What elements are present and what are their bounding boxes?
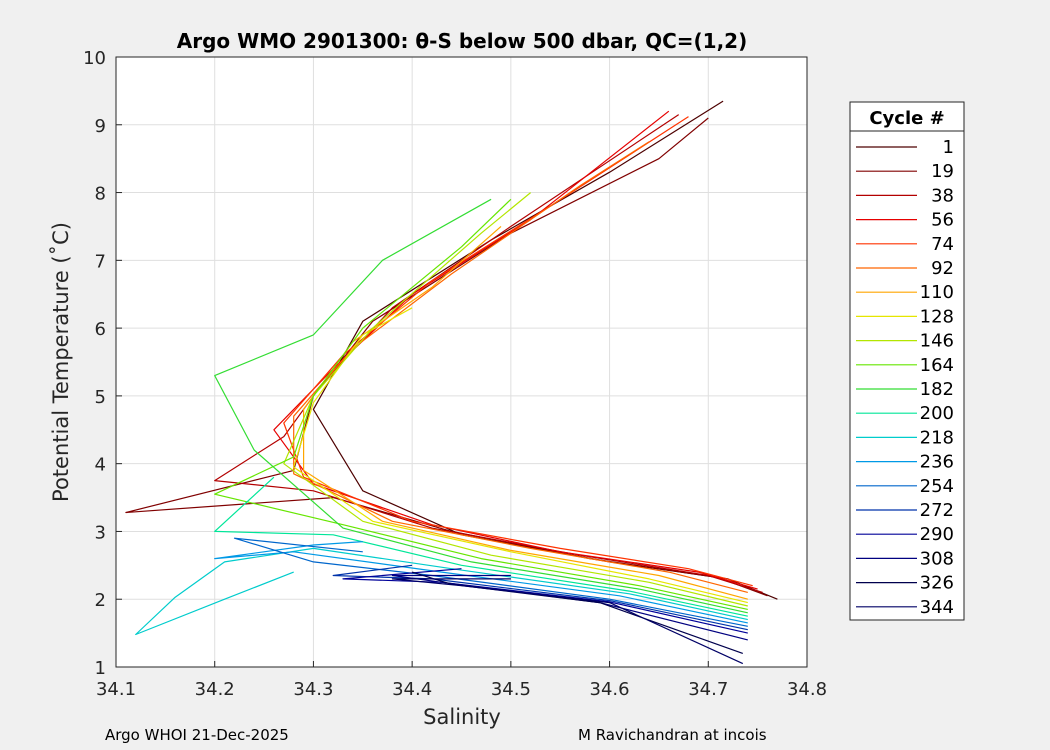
series-line-cycle-92 xyxy=(293,141,748,593)
x-axis-label: Salinity xyxy=(423,705,501,729)
legend-label: 200 xyxy=(920,403,954,424)
y-tick-label: 8 xyxy=(95,184,106,205)
series-line-cycle-218 xyxy=(135,547,748,636)
y-axis-label: Potential Temperature (˚C) xyxy=(49,222,73,502)
legend-label: 110 xyxy=(920,282,954,303)
legend-label: 254 xyxy=(920,476,954,497)
y-tick-label: 6 xyxy=(95,319,106,340)
y-tick-label: 1 xyxy=(95,658,106,679)
series-line-cycle-164 xyxy=(214,198,748,610)
x-ticks: 34.1 34.2 34.3 34.4 34.5 34.6 34.7 34.8 xyxy=(96,661,827,700)
x-tick-label: 34.1 xyxy=(96,679,136,700)
legend-label: 326 xyxy=(920,573,954,594)
series-line-cycle-128 xyxy=(293,307,748,604)
legend-label: 290 xyxy=(920,524,954,545)
x-tick-label: 34.5 xyxy=(491,679,531,700)
y-tick-label: 5 xyxy=(95,387,106,408)
series-line-cycle-182 xyxy=(214,198,748,614)
legend-entries: 1 19 38 56 74 92 110 128 146 164 182 200 218 236 254 27… xyxy=(856,137,954,618)
series-line-cycle-110 xyxy=(303,225,748,600)
footer-author: M Ravichandran at incois xyxy=(578,726,767,744)
y-tick-label: 2 xyxy=(95,590,106,611)
x-tick-label: 34.4 xyxy=(392,679,432,700)
series-line-cycle-344 xyxy=(391,578,744,665)
x-tick-label: 34.7 xyxy=(688,679,728,700)
legend-label: 272 xyxy=(920,500,954,521)
legend-label: 146 xyxy=(920,331,954,352)
legend-label: 182 xyxy=(920,379,954,400)
legend-label: 19 xyxy=(931,161,954,182)
chart-title: Argo WMO 2901300: θ-S below 500 dbar, QC… xyxy=(177,29,747,53)
legend-label: 344 xyxy=(920,597,954,618)
series-layer xyxy=(125,100,778,665)
x-tick-label: 34.6 xyxy=(590,679,630,700)
legend-label: 56 xyxy=(931,210,954,231)
footer-source-date: Argo WHOI 21-Dec-2025 xyxy=(105,726,289,744)
series-line-cycle-200 xyxy=(214,476,748,617)
y-tick-label: 3 xyxy=(95,522,106,543)
plot-frame xyxy=(115,56,808,668)
x-tick-label: 34.3 xyxy=(293,679,333,700)
series-line-cycle-146 xyxy=(283,192,748,607)
legend: Cycle # 1 19 38 56 74 92 110 128 146 164 182 200 218… xyxy=(849,101,965,621)
legend-label: 236 xyxy=(920,452,954,473)
series-line-cycle-254 xyxy=(233,537,748,627)
y-tick-label: 4 xyxy=(95,455,106,476)
x-tick-label: 34.2 xyxy=(195,679,235,700)
legend-label: 308 xyxy=(920,548,954,569)
legend-title: Cycle # xyxy=(869,108,944,129)
legend-label: 164 xyxy=(920,355,954,376)
x-tick-label: 34.8 xyxy=(787,679,827,700)
legend-label: 128 xyxy=(920,306,954,327)
y-tick-label: 9 xyxy=(95,116,106,137)
series-line-cycle-308 xyxy=(391,574,748,641)
legend-label: 74 xyxy=(931,234,954,255)
y-tick-label: 10 xyxy=(83,48,106,69)
series-line-cycle-236 xyxy=(214,541,748,624)
y-ticks: 1 2 3 4 5 6 7 8 9 10 xyxy=(83,48,122,679)
legend-label: 38 xyxy=(931,185,954,206)
legend-label: 92 xyxy=(931,258,954,279)
y-tick-label: 7 xyxy=(95,251,106,272)
legend-label: 218 xyxy=(920,427,954,448)
legend-label: 1 xyxy=(943,137,954,158)
